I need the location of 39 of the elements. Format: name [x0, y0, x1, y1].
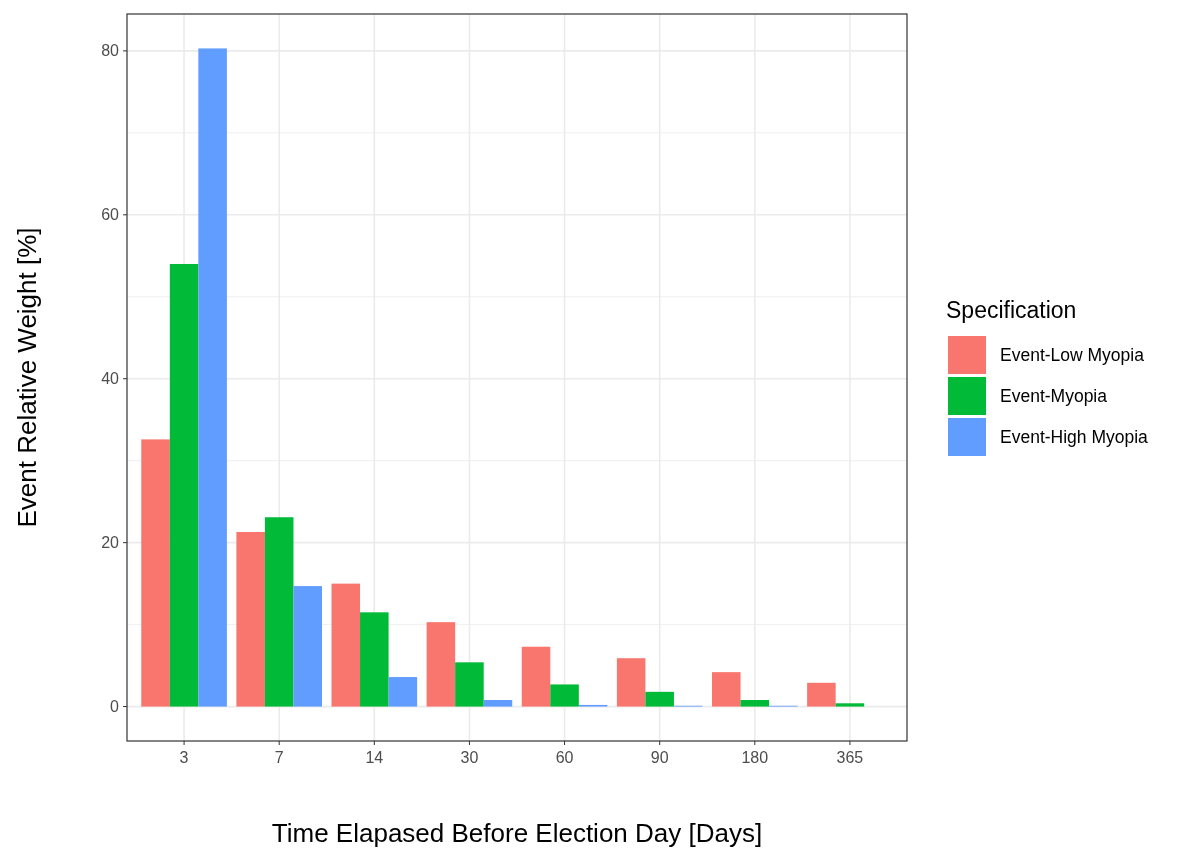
bar [293, 586, 322, 707]
y-tick-label: 80 [101, 42, 120, 60]
y-tick-label: 0 [110, 698, 120, 716]
x-tick-label: 30 [460, 749, 479, 766]
x-tick-label: 7 [274, 749, 284, 766]
bar [616, 658, 646, 707]
bar [455, 662, 484, 707]
x-tick-label: 14 [365, 749, 384, 766]
bar [360, 612, 389, 707]
x-tick-label: 180 [741, 749, 769, 766]
bar [645, 691, 674, 707]
x-tick-label: 60 [555, 749, 574, 766]
y-tick-label: 40 [101, 370, 120, 388]
bar [807, 682, 836, 707]
bar [264, 517, 294, 707]
bar [835, 703, 865, 707]
bar [388, 677, 418, 707]
y-axis-title: Event Relative Weight [%] [12, 227, 42, 528]
legend-label: Event-Myopia [1000, 386, 1108, 407]
bar [521, 646, 551, 707]
x-tick-label: 365 [836, 749, 864, 766]
y-tick-label: 60 [101, 206, 120, 224]
x-axis-title: Time Elapased Before Election Day [Days] [271, 818, 763, 848]
legend-title: Specification [946, 297, 1077, 323]
bar [712, 672, 741, 707]
bar [236, 532, 265, 707]
x-tick-label: 3 [179, 749, 189, 766]
bar [483, 700, 513, 707]
legend-label: Event-High Myopia [1000, 427, 1149, 448]
bar [331, 583, 361, 707]
bar [426, 622, 456, 707]
bar [550, 684, 579, 707]
legend-label: Event-Low Myopia [1000, 345, 1145, 366]
bar [198, 48, 227, 707]
bar [740, 700, 770, 707]
y-tick-label: 20 [101, 534, 120, 552]
bar [169, 263, 199, 707]
x-tick-label: 90 [650, 749, 669, 766]
bar [141, 439, 170, 707]
